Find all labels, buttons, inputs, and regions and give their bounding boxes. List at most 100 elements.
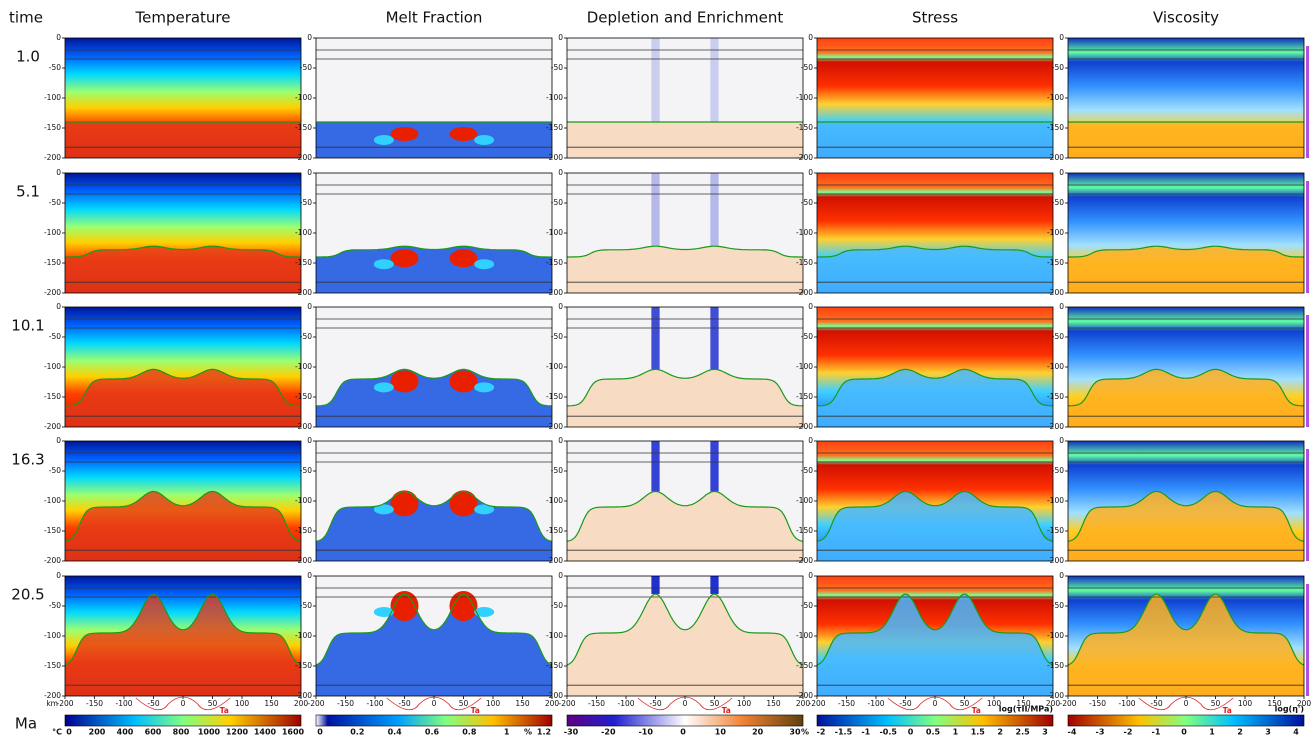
melt-core xyxy=(391,490,419,516)
colorbar-tick-label: 0.8 xyxy=(462,728,477,737)
y-tick-label: -150 xyxy=(44,392,61,401)
panel xyxy=(817,173,1053,293)
x-tick-label: 50 xyxy=(459,699,469,708)
x-tick-label: -150 xyxy=(337,699,354,708)
y-tick-label: -50 xyxy=(551,63,563,72)
y-tick-label: -50 xyxy=(801,332,813,341)
colorbar-tick-label: 0 xyxy=(680,728,686,737)
y-tick-label: -150 xyxy=(44,258,61,267)
panel xyxy=(65,307,301,427)
y-tick-label: -100 xyxy=(44,93,61,102)
y-tick-label: 0 xyxy=(808,436,813,445)
y-tick-label: -150 xyxy=(1047,392,1064,401)
colorbar xyxy=(567,715,803,726)
colorbar-label: °C xyxy=(52,728,62,737)
melt-rim xyxy=(374,135,394,145)
y-tick-label: -200 xyxy=(1047,422,1064,431)
plume-region xyxy=(567,246,803,293)
panel xyxy=(316,307,552,427)
time-label: 5.1 xyxy=(16,183,40,201)
x-tick-label: 50 xyxy=(710,699,720,708)
time-label: 16.3 xyxy=(11,451,44,469)
column-title: Stress xyxy=(912,9,958,27)
y-tick-label: -100 xyxy=(295,228,312,237)
side-bar xyxy=(1306,315,1309,427)
y-tick-label: -200 xyxy=(295,288,312,297)
melt-core xyxy=(450,370,478,392)
y-tick-label: -50 xyxy=(801,63,813,72)
depletion-column xyxy=(710,173,718,246)
y-tick-label: 0 xyxy=(1059,436,1064,445)
y-tick-label: -150 xyxy=(44,526,61,535)
y-tick-label: -50 xyxy=(551,466,563,475)
y-tick-label: -50 xyxy=(49,63,61,72)
panel xyxy=(65,38,301,158)
colorbar-tick-label: 3 xyxy=(1042,728,1048,737)
y-tick-label: -50 xyxy=(1052,466,1064,475)
y-tick-label: 0 xyxy=(558,168,563,177)
panel xyxy=(1068,576,1309,696)
x-tick-label: -200 xyxy=(1059,699,1076,708)
panel xyxy=(316,441,552,561)
y-tick-label: -200 xyxy=(44,153,61,162)
x-tick-label: 100 xyxy=(486,699,501,708)
y-tick-label: -150 xyxy=(44,661,61,670)
plume-region xyxy=(65,122,301,158)
y-tick-label: -100 xyxy=(1047,93,1064,102)
y-tick-label: -200 xyxy=(295,556,312,565)
y-tick-label: -100 xyxy=(796,228,813,237)
y-tick-label: 0 xyxy=(307,168,312,177)
y-tick-label: -100 xyxy=(44,496,61,505)
y-tick-label: 0 xyxy=(808,302,813,311)
plume-region xyxy=(316,246,552,293)
x-tick-label: 150 xyxy=(264,699,279,708)
y-tick-label: -100 xyxy=(44,228,61,237)
plume-region xyxy=(316,122,552,158)
colorbar-tick-label: 0.5 xyxy=(926,728,941,737)
colorbar-tick-label: 20 xyxy=(752,728,764,737)
x-tick-label: 200 xyxy=(545,699,560,708)
y-tick-label: 0 xyxy=(558,436,563,445)
adiabat-label: Ta xyxy=(972,706,981,715)
y-tick-label: -100 xyxy=(546,631,563,640)
colorbar-tick-label: -2 xyxy=(1124,728,1133,737)
y-tick-label: -100 xyxy=(1047,631,1064,640)
melt-core xyxy=(391,249,419,267)
y-tick-label: -100 xyxy=(44,631,61,640)
y-tick-label: 0 xyxy=(808,33,813,42)
y-tick-label: -50 xyxy=(300,198,312,207)
colorbar-tick-label: 2.5 xyxy=(1016,728,1031,737)
colorbar-tick-label: -30 xyxy=(564,728,579,737)
depletion-column xyxy=(710,307,718,369)
adiabat-label: Ta xyxy=(471,706,480,715)
y-tick-label: -100 xyxy=(1047,362,1064,371)
depletion-column xyxy=(710,441,718,491)
colorbar-tick-label: 10 xyxy=(715,728,727,737)
y-tick-label: -150 xyxy=(796,526,813,535)
colorbar-tick-label: 0.2 xyxy=(350,728,364,737)
colorbar-tick-label: 0 xyxy=(1181,728,1187,737)
panel xyxy=(817,307,1053,427)
colorbar-tick-label: 800 xyxy=(173,728,190,737)
colorbar-label: % xyxy=(801,728,809,737)
melt-rim xyxy=(474,382,494,392)
x-tick-label: -50 xyxy=(1150,699,1162,708)
y-tick-label: -200 xyxy=(546,422,563,431)
x-tick-label: -150 xyxy=(838,699,855,708)
x-tick-label: 150 xyxy=(766,699,781,708)
panel xyxy=(817,38,1053,158)
y-tick-label: 0 xyxy=(307,302,312,311)
plume-region xyxy=(817,122,1053,158)
x-tick-label: 50 xyxy=(960,699,970,708)
x-tick-label: 50 xyxy=(1211,699,1221,708)
x-tick-label: -100 xyxy=(617,699,634,708)
x-tick-label: 100 xyxy=(737,699,752,708)
x-tick-label: -150 xyxy=(86,699,103,708)
y-tick-label: 0 xyxy=(56,302,61,311)
colorbar-tick-label: -4 xyxy=(1068,728,1077,737)
x-tick-label: -50 xyxy=(398,699,410,708)
colorbar-tick-label: -1.5 xyxy=(835,728,853,737)
colorbar-tick-label: 3 xyxy=(1265,728,1271,737)
y-tick-label: -150 xyxy=(44,123,61,132)
colorbar-tick-label: 0 xyxy=(66,728,72,737)
